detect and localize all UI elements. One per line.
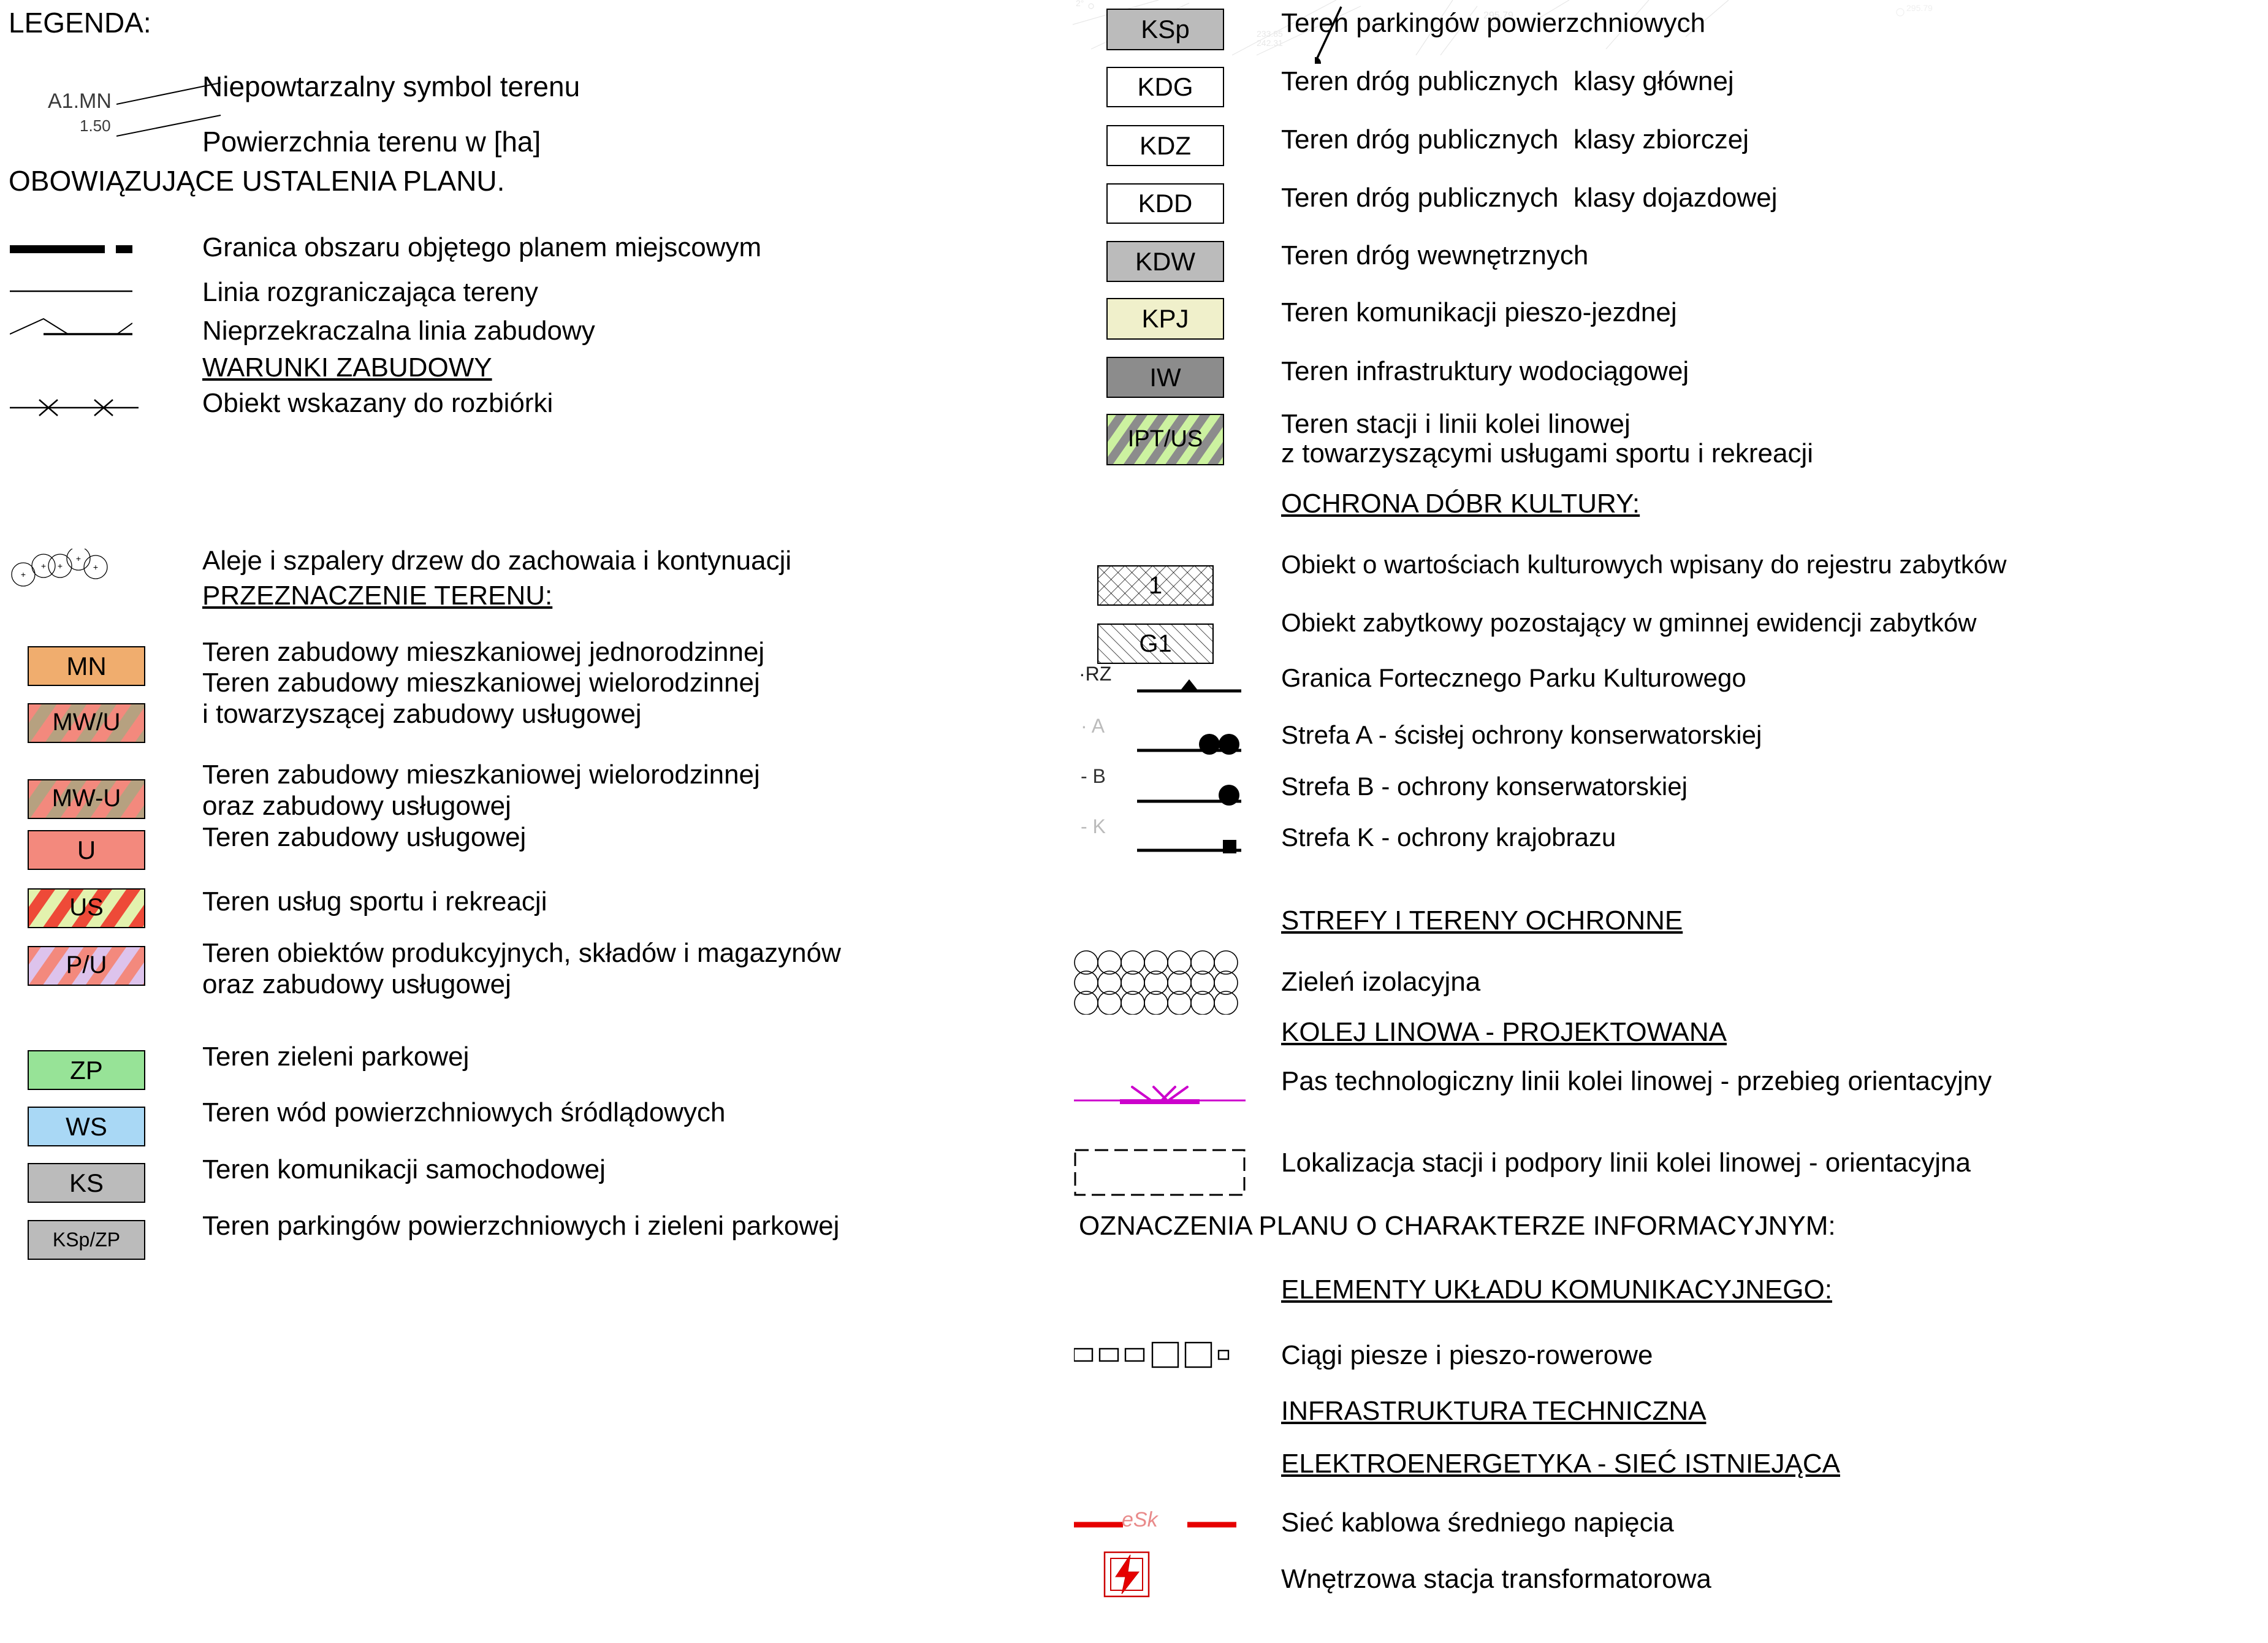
svg-text:295.79: 295.79 xyxy=(1906,3,1933,13)
svg-text:+: + xyxy=(41,561,46,571)
svg-text:P/U: P/U xyxy=(66,951,107,978)
svg-text:1: 1 xyxy=(1149,572,1162,599)
svg-text:+: + xyxy=(58,561,63,571)
svg-text:2°: 2° xyxy=(1076,0,1084,8)
svg-text:MW-U: MW-U xyxy=(52,785,121,812)
svg-text:233.85: 233.85 xyxy=(1257,29,1283,39)
svg-text:242.31: 242.31 xyxy=(1257,38,1283,48)
svg-text:MW/U: MW/U xyxy=(52,709,120,736)
svg-text:+: + xyxy=(21,570,26,579)
svg-text:+: + xyxy=(76,554,81,563)
svg-text:+: + xyxy=(93,562,98,572)
svg-text:IPT/US: IPT/US xyxy=(1128,426,1203,452)
svg-text:G1: G1 xyxy=(1139,630,1171,657)
svg-text:US: US xyxy=(69,894,104,921)
